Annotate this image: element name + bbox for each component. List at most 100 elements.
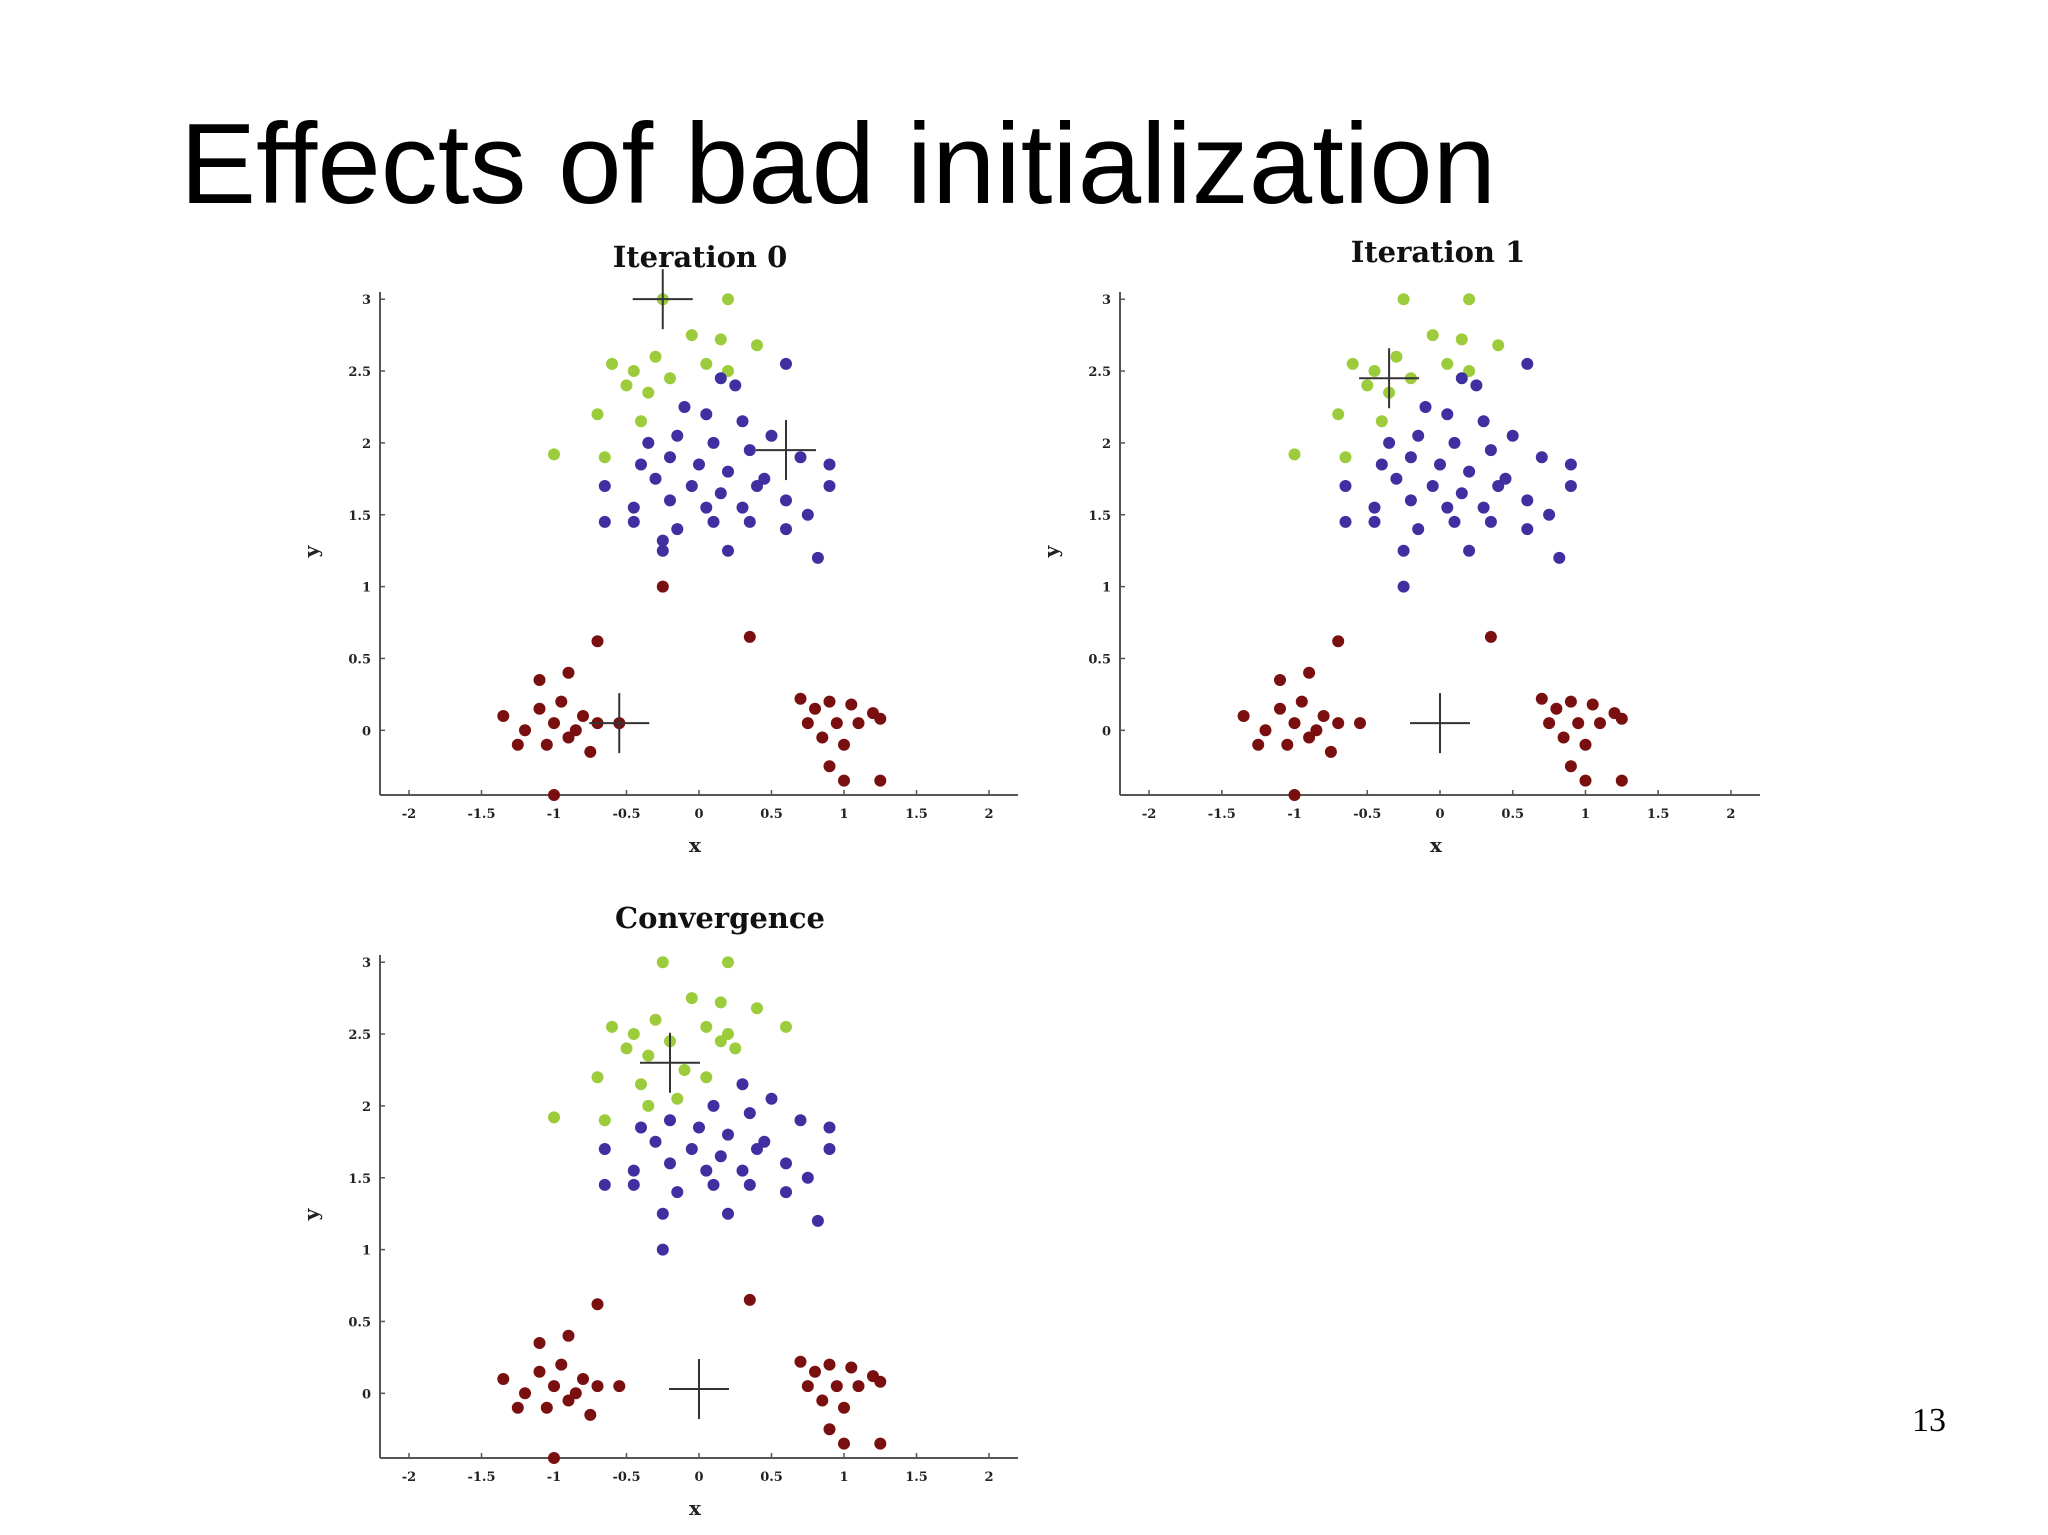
data-point-blue: [823, 1143, 836, 1155]
data-point-red: [838, 1401, 850, 1414]
data-point-blue: [736, 1164, 749, 1177]
data-point-red: [1274, 674, 1286, 686]
data-point-red: [1332, 635, 1345, 648]
y-tick-label: 0.5: [1088, 652, 1111, 667]
plot-title: Iteration 1: [1351, 235, 1526, 269]
x-axis-label: x: [689, 1496, 702, 1520]
data-point-red: [656, 580, 669, 593]
y-tick-label: 0: [1102, 724, 1111, 739]
data-point-green: [664, 372, 676, 385]
data-point-blue: [1521, 494, 1534, 507]
data-point-red: [1324, 745, 1337, 758]
data-point-green: [620, 1042, 633, 1055]
data-point-green: [714, 996, 727, 1009]
data-point-blue: [627, 501, 640, 514]
data-point-red: [823, 760, 836, 773]
data-point-red: [1550, 702, 1563, 715]
data-point-red: [816, 731, 829, 744]
data-point-red: [591, 1298, 604, 1311]
x-axis-label: x: [689, 833, 702, 857]
data-point-blue: [765, 1092, 778, 1105]
data-point-red: [1303, 666, 1316, 679]
data-point-red: [1274, 702, 1286, 715]
data-point-green: [714, 333, 727, 346]
data-point-blue: [722, 544, 734, 557]
x-tick-label: -1: [547, 1470, 561, 1485]
data-point-blue: [823, 480, 836, 492]
data-point-green: [620, 379, 633, 392]
data-point-green: [751, 1002, 763, 1015]
data-point-green: [1426, 329, 1439, 342]
data-point-blue: [1463, 544, 1476, 557]
data-point-blue: [1375, 458, 1388, 471]
data-point-blue: [1477, 415, 1490, 428]
y-tick-label: 2: [362, 1100, 371, 1115]
data-point-blue: [1448, 436, 1461, 449]
data-point-blue: [1412, 523, 1425, 536]
data-point-red: [1572, 717, 1585, 730]
data-point-blue: [635, 458, 647, 471]
x-tick-label: -1.5: [467, 1470, 495, 1485]
data-point-blue: [1397, 580, 1410, 593]
data-point-blue: [1477, 501, 1490, 514]
data-point-red: [533, 702, 546, 715]
data-point-green: [649, 350, 662, 363]
data-point-green: [685, 992, 698, 1005]
data-point-red: [548, 717, 560, 730]
x-tick-label: 0.5: [760, 807, 783, 822]
data-point-red: [540, 1401, 553, 1414]
plot-title: Iteration 0: [613, 240, 788, 274]
data-point-green: [1463, 365, 1476, 377]
data-point-blue: [664, 1114, 676, 1127]
data-point-red: [809, 1365, 821, 1378]
data-point-blue: [811, 1214, 824, 1227]
data-point-red: [540, 738, 553, 751]
data-point-red: [874, 1437, 887, 1450]
data-point-green: [722, 293, 734, 306]
data-point-red: [548, 789, 560, 801]
x-tick-label: -0.5: [1353, 807, 1381, 822]
data-point-blue: [751, 1143, 763, 1155]
data-point-red: [1317, 710, 1330, 722]
data-point-blue: [1506, 429, 1519, 442]
y-tick-label: 3: [362, 956, 371, 971]
data-point-blue: [707, 515, 720, 528]
data-point-red: [562, 1329, 575, 1342]
data-point-blue: [780, 523, 792, 536]
data-point-blue: [780, 1157, 792, 1170]
page-number: 13: [1912, 1402, 1946, 1439]
data-point-blue: [722, 465, 734, 478]
data-point-green: [671, 1092, 684, 1105]
data-point-blue: [714, 372, 727, 385]
x-tick-label: -2: [1142, 807, 1156, 822]
data-point-blue: [780, 494, 792, 507]
data-point-red: [794, 692, 807, 705]
data-point-green: [751, 339, 763, 352]
x-tick-label: -0.5: [612, 1470, 640, 1485]
data-point-red: [801, 1380, 814, 1393]
data-point-red: [838, 1437, 850, 1450]
data-point-blue: [1521, 523, 1534, 536]
x-tick-label: 1: [1581, 807, 1590, 822]
data-point-green: [1332, 408, 1345, 421]
data-point-red: [1586, 698, 1599, 711]
x-tick-label: 2: [984, 807, 993, 822]
data-point-blue: [1426, 480, 1439, 492]
data-point-green: [700, 357, 713, 370]
data-point-blue: [693, 1121, 705, 1134]
data-point-blue: [656, 534, 669, 547]
y-tick-label: 2: [362, 437, 371, 452]
y-tick-label: 2.5: [1088, 365, 1111, 380]
data-point-blue: [700, 501, 713, 514]
data-point-red: [555, 695, 568, 708]
data-point-green: [700, 1020, 713, 1033]
data-point-green: [548, 1111, 560, 1124]
data-point-blue: [801, 508, 814, 521]
data-point-blue: [671, 1186, 684, 1199]
data-point-green: [1463, 293, 1476, 306]
data-point-red: [519, 1387, 531, 1400]
data-point-blue: [700, 408, 713, 421]
data-point-blue: [1404, 494, 1417, 507]
x-tick-label: 0.5: [1501, 807, 1524, 822]
data-point-blue: [1463, 465, 1476, 478]
